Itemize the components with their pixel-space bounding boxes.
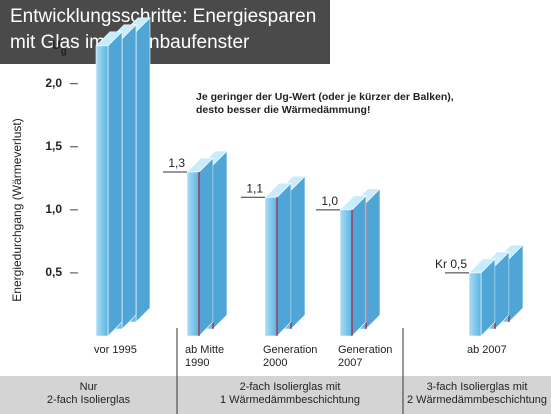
pane-front: [187, 172, 199, 336]
pane-front: [340, 210, 352, 336]
bar: [469, 245, 523, 336]
pane-side: [199, 158, 213, 336]
pane-side: [108, 32, 122, 336]
x-tick-label: Generation 2000: [263, 344, 317, 370]
bar: [340, 189, 380, 336]
value-label: 1,1: [246, 181, 263, 195]
value-label: 1,0: [321, 194, 338, 208]
pane-front: [96, 46, 108, 336]
pane-side: [352, 196, 366, 336]
y-tick-label: 0,5: [45, 265, 62, 279]
pane-side: [277, 183, 291, 336]
pane-side: [366, 189, 380, 329]
y-unit-symbol: U: [52, 38, 61, 52]
y-tick-label: 2,0: [45, 76, 62, 90]
bar: [96, 18, 150, 336]
group-label: 2-fach Isolierglas mit 1 Wärmedämmbeschi…: [177, 381, 403, 407]
pane-side: [122, 25, 136, 329]
chart: Energiedurchgang (Wärmeverlust) Ug 0,5 1,…: [0, 0, 551, 414]
y-tick-label: 1,5: [45, 139, 62, 153]
group-label: Nur 2-fach Isolierglas: [0, 381, 177, 407]
pane-side: [291, 176, 305, 329]
x-tick-label: ab 2007: [467, 344, 507, 357]
bar: [265, 176, 305, 336]
bar: [187, 151, 227, 336]
pane-side: [213, 151, 227, 329]
x-tick-label: vor 1995: [94, 344, 137, 357]
y-tick-label: 1,0: [45, 202, 62, 216]
value-label: 1,3: [168, 156, 185, 170]
pane-front: [469, 273, 481, 336]
y-unit-subscript: g: [61, 46, 67, 57]
group-label: 3-fach Isolierglas mit 2 Wärmedämmbeschi…: [403, 381, 551, 407]
y-axis-label: Energiedurchgang (Wärmeverlust): [10, 118, 24, 301]
y-unit: Ug: [52, 38, 67, 56]
annotation: Je geringer der Ug-Wert (oder je kürzer …: [196, 91, 454, 117]
pane-side: [136, 18, 150, 322]
x-tick-label: Generation 2007: [338, 344, 392, 370]
pane-front: [265, 197, 277, 336]
x-tick-label: ab Mitte 1990: [185, 344, 224, 370]
value-label: Kr 0,5: [435, 257, 467, 271]
